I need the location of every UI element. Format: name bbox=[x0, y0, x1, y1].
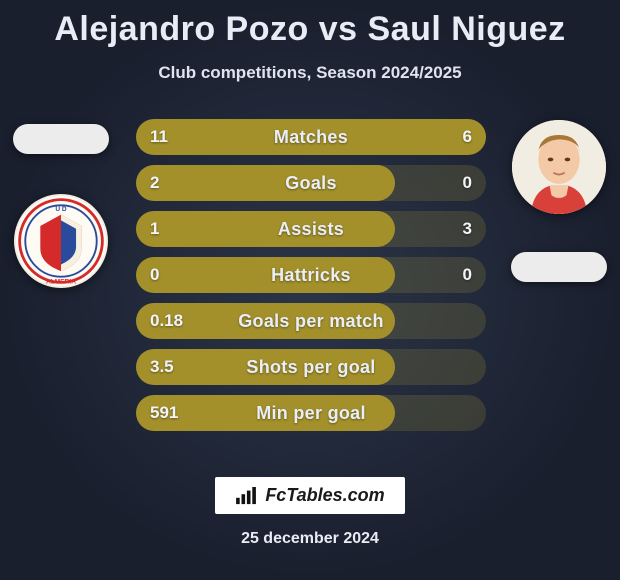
bar-label: Min per goal bbox=[136, 395, 486, 431]
bar-label: Matches bbox=[136, 119, 486, 155]
stat-bar: 591Min per goal bbox=[136, 395, 486, 431]
brand-badge: FcTables.com bbox=[215, 477, 404, 514]
stat-bar: 00Hattricks bbox=[136, 257, 486, 293]
stat-bar: 0.18Goals per match bbox=[136, 303, 486, 339]
stat-bar: 20Goals bbox=[136, 165, 486, 201]
footer: FcTables.com 25 december 2024 bbox=[0, 477, 620, 548]
bar-label: Goals bbox=[136, 165, 486, 201]
player-left-zone: U D ALMERIA bbox=[6, 120, 116, 288]
club-badge-left: U D ALMERIA bbox=[14, 194, 108, 288]
player-avatar-right bbox=[512, 120, 606, 214]
page-subtitle: Club competitions, Season 2024/2025 bbox=[0, 63, 620, 83]
stat-bar: 116Matches bbox=[136, 119, 486, 155]
svg-text:ALMERIA: ALMERIA bbox=[46, 278, 76, 285]
bar-label: Assists bbox=[136, 211, 486, 247]
stat-bars: 116Matches 20Goals 13Assists 00Hattricks 0.1… bbox=[136, 119, 486, 441]
page-title: Alejandro Pozo vs Saul Niguez bbox=[0, 0, 620, 49]
svg-text:U D: U D bbox=[55, 206, 67, 213]
player-right-zone bbox=[504, 120, 614, 282]
stat-bar: 3.5Shots per goal bbox=[136, 349, 486, 385]
stat-bar: 13Assists bbox=[136, 211, 486, 247]
bars-icon bbox=[235, 487, 257, 505]
club-pill-left bbox=[13, 124, 109, 154]
bar-label: Hattricks bbox=[136, 257, 486, 293]
bar-label: Goals per match bbox=[136, 303, 486, 339]
club-pill-right bbox=[511, 252, 607, 282]
bottom-fade bbox=[0, 542, 620, 580]
bar-label: Shots per goal bbox=[136, 349, 486, 385]
brand-text: FcTables.com bbox=[265, 485, 384, 506]
